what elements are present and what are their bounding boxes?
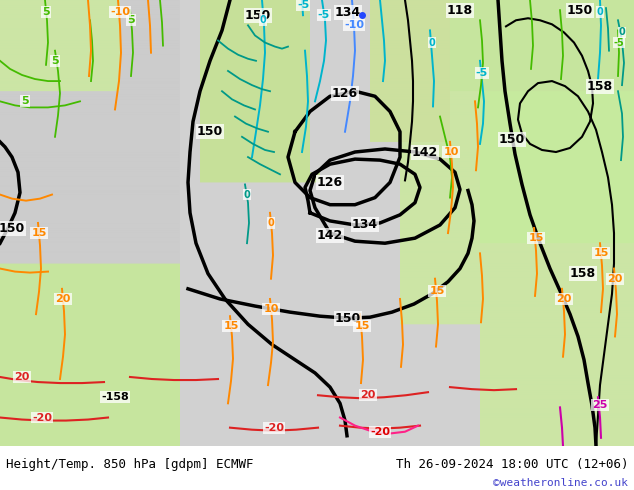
Text: 5: 5 — [51, 56, 59, 66]
Text: 20: 20 — [607, 274, 623, 284]
Text: -5: -5 — [318, 10, 330, 20]
Text: 150: 150 — [197, 125, 223, 138]
Text: 150: 150 — [0, 221, 25, 235]
Text: 150: 150 — [245, 9, 271, 22]
Text: 150: 150 — [567, 3, 593, 17]
Text: -20: -20 — [264, 423, 284, 433]
Text: Height/Temp. 850 hPa [gdpm] ECMWF: Height/Temp. 850 hPa [gdpm] ECMWF — [6, 458, 254, 471]
Text: -10: -10 — [110, 7, 130, 17]
Text: 126: 126 — [317, 176, 343, 189]
Text: 0: 0 — [619, 27, 625, 37]
Text: 5: 5 — [127, 15, 135, 25]
Text: 10: 10 — [263, 304, 279, 314]
Text: 15: 15 — [429, 286, 444, 296]
Text: 0: 0 — [268, 218, 275, 228]
Text: -5: -5 — [297, 0, 309, 10]
Text: 158: 158 — [587, 80, 613, 93]
Text: 15: 15 — [528, 233, 544, 243]
Text: -158: -158 — [101, 392, 129, 402]
Text: 118: 118 — [447, 3, 473, 17]
Text: -5: -5 — [614, 38, 624, 48]
Text: -10: -10 — [344, 21, 364, 30]
Text: 0: 0 — [260, 15, 266, 25]
Text: 20: 20 — [556, 294, 572, 304]
Text: 142: 142 — [317, 229, 343, 242]
Text: 15: 15 — [354, 321, 370, 331]
Text: 20: 20 — [360, 390, 376, 400]
Text: -20: -20 — [32, 413, 52, 422]
Text: Th 26-09-2024 18:00 UTC (12+06): Th 26-09-2024 18:00 UTC (12+06) — [396, 458, 628, 471]
Text: ©weatheronline.co.uk: ©weatheronline.co.uk — [493, 478, 628, 488]
Text: 126: 126 — [332, 87, 358, 100]
Text: 150: 150 — [335, 312, 361, 325]
Text: 0: 0 — [243, 190, 250, 199]
Text: 5: 5 — [42, 7, 50, 17]
Text: -5: -5 — [476, 68, 488, 78]
Text: 134: 134 — [352, 219, 378, 231]
Text: 158: 158 — [570, 267, 596, 280]
Text: 20: 20 — [55, 294, 70, 304]
Text: 0: 0 — [429, 38, 436, 48]
Text: 5: 5 — [21, 97, 29, 106]
Text: 15: 15 — [593, 248, 609, 258]
Text: 15: 15 — [223, 321, 238, 331]
Text: 10: 10 — [443, 147, 458, 157]
Text: 150: 150 — [499, 133, 525, 147]
Text: 0: 0 — [597, 7, 604, 17]
Text: 15: 15 — [31, 228, 47, 238]
Text: -20: -20 — [370, 427, 390, 437]
Text: 134: 134 — [335, 6, 361, 19]
Text: 20: 20 — [15, 372, 30, 382]
Text: 142: 142 — [412, 146, 438, 158]
Text: 25: 25 — [592, 400, 607, 410]
